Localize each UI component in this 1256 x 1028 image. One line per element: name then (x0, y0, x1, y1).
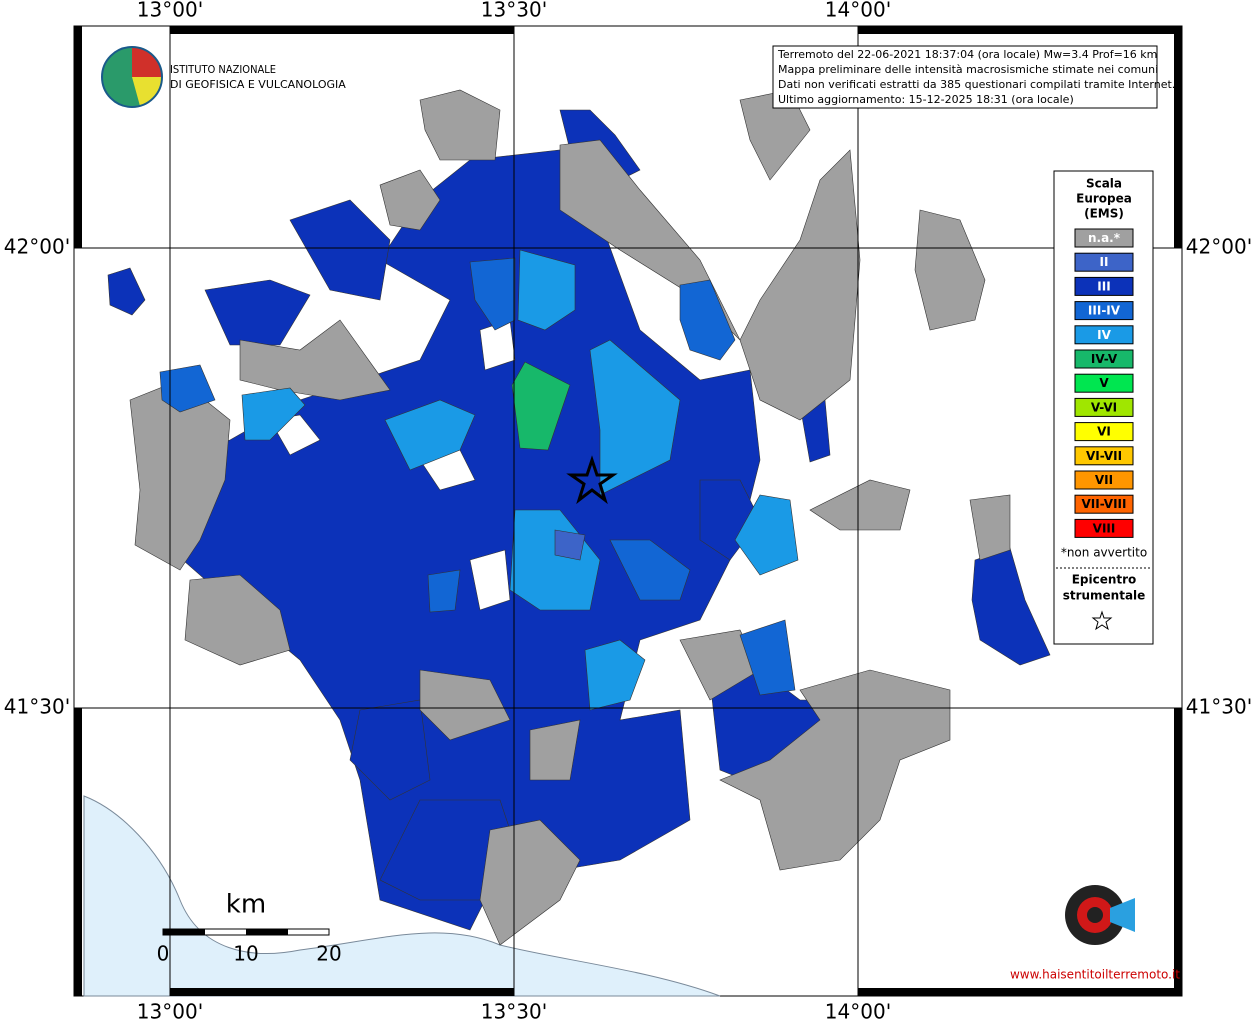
info-line: Mappa preliminare delle intensità macros… (778, 63, 1158, 76)
lon-label: 13°30' (481, 0, 547, 22)
legend-epicenter: strumentale (1063, 589, 1146, 603)
legend-swatch (1074, 494, 1134, 514)
info-line: Terremoto del 22-06-2021 18:37:04 (ora l… (777, 48, 1157, 61)
legend-label: V (1099, 376, 1109, 390)
legend-title: Europea (1076, 192, 1132, 206)
grid (74, 26, 1182, 996)
legend-label: VIII (1093, 521, 1116, 535)
scale-unit: km (226, 890, 266, 920)
hsit-text: www.haisentitoilterremoto.it (1010, 968, 1180, 982)
legend-swatch (1074, 470, 1134, 490)
hsit-logo: www.haisentitoilterremoto.it (1010, 885, 1180, 982)
legend-swatch (1074, 373, 1134, 393)
legend-swatch (1074, 301, 1134, 321)
legend-label: VI (1097, 425, 1111, 439)
ingv-logo: ISTITUTO NAZIONALE DI GEOFISICA E VULCAN… (101, 46, 346, 108)
legend: ScalaEuropea(EMS)n.a.*IIIIIIII-IVIVIV-VV… (1056, 177, 1151, 631)
legend-label: III-IV (1088, 304, 1121, 318)
lon-label: 14°00' (825, 0, 891, 22)
legend-swatch (1074, 228, 1134, 248)
legend-swatch (1074, 446, 1134, 466)
info-line: Ultimo aggiornamento: 15-12-2025 18:31 (… (778, 93, 1074, 106)
scale-bar: km 0 10 20 (157, 890, 342, 966)
scale-label: 20 (316, 942, 341, 966)
legend-title: Scala (1086, 177, 1122, 191)
legend-label: VII-VIII (1081, 497, 1126, 511)
lon-label: 13°00' (137, 1000, 203, 1024)
lat-label: 41°30' (1186, 695, 1252, 719)
lat-label: 42°00' (4, 235, 70, 259)
epicenter-star (566, 455, 618, 505)
legend-label: V-VI (1091, 400, 1117, 414)
legend-swatch (1074, 397, 1134, 417)
legend-swatch (1074, 518, 1134, 538)
info-lines: Terremoto del 22-06-2021 18:37:04 (ora l… (777, 48, 1175, 106)
legend-label: III (1097, 279, 1110, 293)
municipalities (107, 89, 1051, 946)
lat-label: 41°30' (4, 695, 70, 719)
legend-label: n.a.* (1088, 231, 1121, 245)
lon-label: 13°30' (481, 1000, 547, 1024)
legend-note: *non avvertito (1061, 546, 1147, 560)
legend-label: II (1100, 255, 1109, 269)
legend-star (1091, 610, 1113, 631)
scale-label: 10 (233, 942, 258, 966)
legend-swatch (1074, 252, 1134, 272)
logo-text: DI GEOFISICA E VULCANOLOGIA (170, 78, 346, 91)
legend-swatch (1074, 276, 1134, 296)
lon-label: 13°00' (137, 0, 203, 22)
sea (83, 795, 721, 997)
scale-label: 0 (157, 942, 170, 966)
legend-swatch (1074, 422, 1134, 442)
legend-label: IV (1097, 328, 1111, 342)
legend-label: IV-V (1091, 352, 1118, 366)
legend-swatch (1074, 349, 1134, 369)
legend-epicenter: Epicentro (1072, 573, 1137, 587)
info-box (772, 45, 1158, 109)
lat-label: 42°00' (1186, 235, 1252, 259)
lon-label: 14°00' (825, 1000, 891, 1024)
logo-text: ISTITUTO NAZIONALE (170, 63, 276, 76)
legend-label: VI-VII (1086, 449, 1122, 463)
legend-title: (EMS) (1084, 207, 1124, 221)
legend-label: VII (1095, 473, 1113, 487)
frame-bars (74, 26, 1182, 996)
legend-swatch (1074, 325, 1134, 345)
info-line: Dati non verificati estratti da 385 ques… (778, 78, 1175, 91)
